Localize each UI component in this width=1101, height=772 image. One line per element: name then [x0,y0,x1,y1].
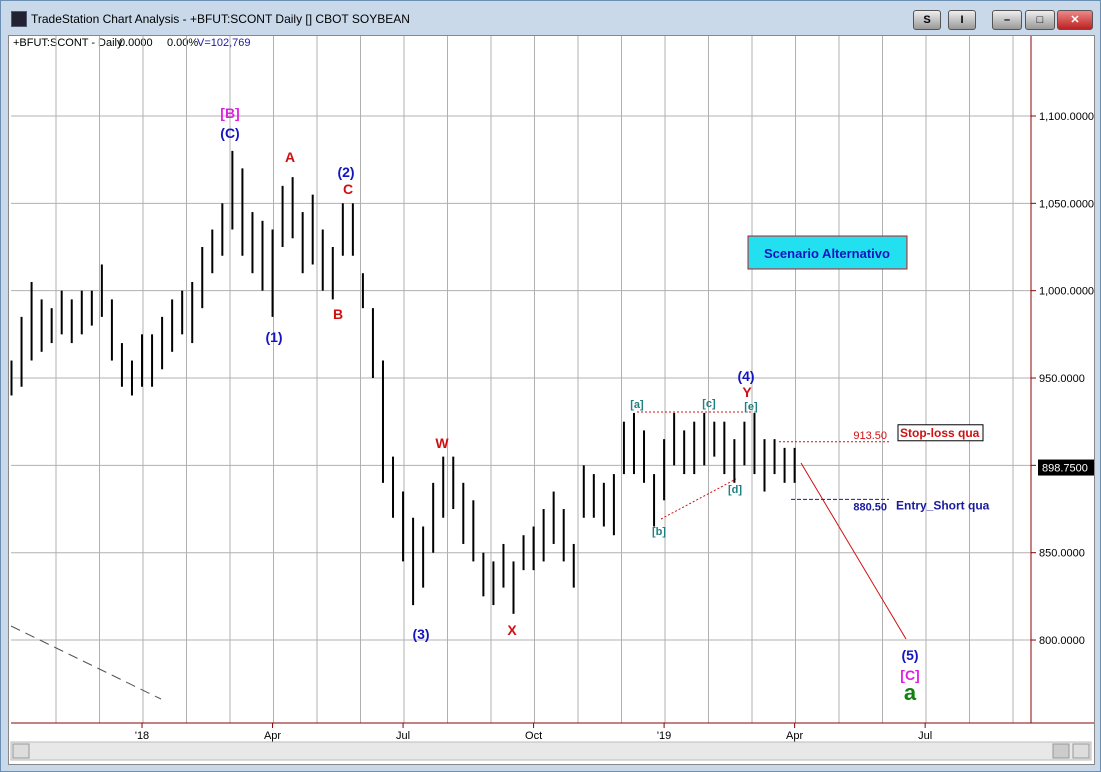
scroll-thumb [1052,743,1070,759]
x-tick-label: Oct [525,730,542,742]
wave-label: [d] [728,484,742,496]
level-value: 880.50 [853,501,887,513]
x-tick-label: '19 [657,730,671,742]
level-value: 913.50 [853,430,887,442]
x-tick-label: Apr [264,730,281,742]
wave-label: [B] [220,105,239,121]
window-title: TradeStation Chart Analysis - +BFUT:SCON… [31,12,410,26]
trend-line [10,625,162,700]
y-tick-label: 950.0000 [1039,373,1085,385]
level-name: Stop-loss qua [900,426,980,440]
wave-label: C [343,181,353,197]
close-button[interactable]: ✕ [1057,10,1093,30]
x-tick-label: Jul [396,730,410,742]
wave-label: [e] [744,401,758,413]
wave-label: (C) [220,125,239,141]
y-tick-label: 800.0000 [1039,635,1085,647]
minimize-button[interactable]: – [992,10,1022,30]
y-tick-label: 850.0000 [1039,548,1085,560]
scroll-left [12,743,30,759]
chart-panel: +BFUT:SCONT - Daily 0.0000 0.00% V=102,769 8… [8,35,1095,765]
wave-label: a [904,680,917,705]
app-icon [11,11,27,27]
y-tick-label: 1,050.0000 [1039,198,1094,210]
wave-label: (1) [265,329,282,345]
s-button[interactable]: S [913,10,941,30]
projection-line [800,462,907,640]
header-text: V=102,769 [197,37,251,49]
header-text: 0.0000 [119,37,153,49]
last-price-box [1038,459,1094,476]
x-tick-label: Jul [918,730,932,742]
scenario-label: Scenario Alternativo [764,246,890,261]
y-tick-label: 1,100.0000 [1039,111,1094,123]
wave-label: Y [742,384,752,400]
wave-label: B [333,306,343,322]
title-bar: TradeStation Chart Analysis - +BFUT:SCON… [1,1,1100,35]
level-name: Entry_Short qua [896,498,990,512]
header-text: +BFUT:SCONT - Daily [13,37,123,49]
wave-label: A [285,149,295,165]
i-button[interactable]: I [948,10,976,30]
wave-label: [b] [652,526,666,538]
x-tick-label: Apr [786,730,803,742]
wave-label: (2) [337,164,354,180]
scrollbar [10,741,1092,761]
wave-label: (4) [737,368,754,384]
scenario-box [747,235,908,270]
wave-label: [C] [900,667,919,683]
wave-label: X [507,622,517,638]
scroll-right [1072,743,1090,759]
wave-label: [a] [630,399,644,411]
wave-label: [c] [702,398,716,410]
wave-label: (5) [901,647,918,663]
y-tick-label: 1,000.0000 [1039,286,1094,298]
wave-label: (3) [412,626,429,642]
level-box [897,424,984,442]
last-price-label: 898.7500 [1042,463,1088,475]
b-d-line [660,478,737,520]
header-text: 0.00% [167,37,198,49]
maximize-button[interactable]: □ [1025,10,1055,30]
x-tick-label: '18 [135,730,149,742]
wave-label: W [435,435,449,451]
